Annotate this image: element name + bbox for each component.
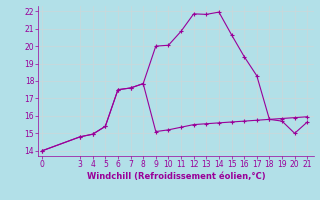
X-axis label: Windchill (Refroidissement éolien,°C): Windchill (Refroidissement éolien,°C) [87, 172, 265, 181]
